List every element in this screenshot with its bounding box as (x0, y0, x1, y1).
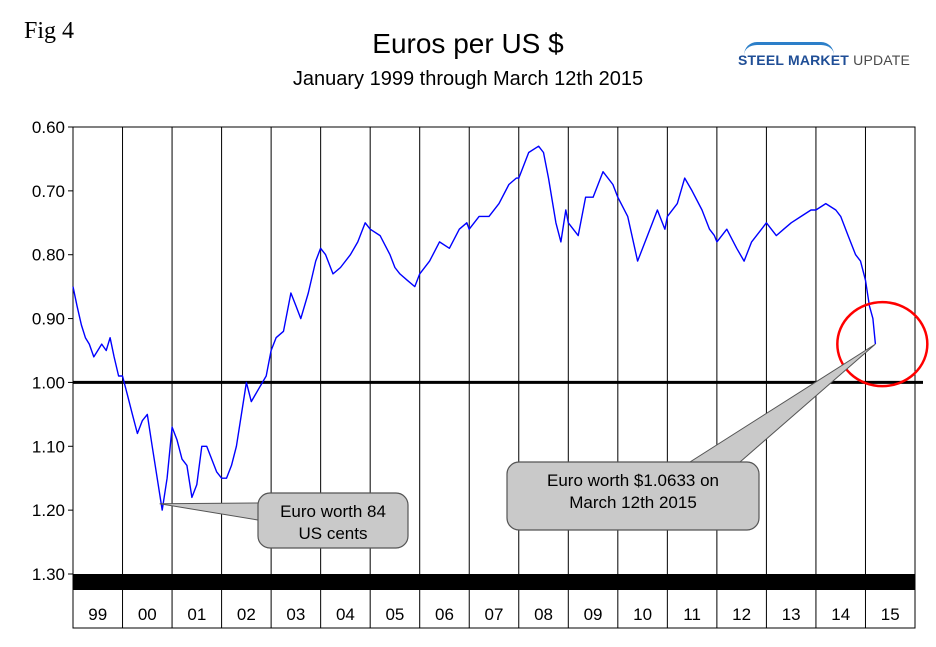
x-tick-label: 10 (633, 605, 652, 624)
x-tick-label: 06 (435, 605, 454, 624)
y-tick-label: 1.10 (32, 437, 65, 456)
callout-text: Euro worth 84 (280, 502, 386, 521)
logo-swoosh-icon (744, 42, 834, 55)
x-tick-label: 99 (88, 605, 107, 624)
bottom-band (73, 574, 915, 590)
callout-pointer (688, 343, 876, 463)
x-tick-label: 14 (831, 605, 850, 624)
callout: Euro worth $1.0633 on March 12th 2015 (506, 343, 876, 531)
x-tick-label: 03 (286, 605, 305, 624)
callout-text: Euro worth $1.0633 on (547, 471, 719, 490)
x-tick-label: 00 (138, 605, 157, 624)
y-tick-label: 0.80 (32, 246, 65, 265)
x-tick-label: 11 (683, 605, 701, 624)
plot-frame (72, 126, 916, 629)
callout: Euro worth 84 US cents (159, 492, 409, 549)
figure-label: Fig 4 (24, 18, 75, 44)
y-tick-label: 1.20 (32, 501, 65, 520)
y-tick-label: 0.70 (32, 182, 65, 201)
y-tick-label: 0.90 (32, 310, 65, 329)
x-tick-label: 12 (732, 605, 751, 624)
callout-pointer (159, 502, 259, 521)
y-tick-label: 1.00 (32, 373, 65, 392)
x-tick-label: 01 (187, 605, 206, 624)
x-tick-label: 07 (485, 605, 504, 624)
series-line (72, 145, 877, 511)
chart-subtitle: January 1999 through March 12th 2015 (292, 68, 644, 90)
callout-text: March 12th 2015 (569, 493, 697, 512)
callout-box-fill (259, 494, 407, 547)
x-tick-label: 02 (237, 605, 256, 624)
x-tick-label: 04 (336, 605, 355, 624)
callout-box-fill (508, 463, 758, 529)
chart-title: Euros per US $ (372, 28, 564, 59)
logo-text-primary: STEEL MARKET (738, 52, 850, 68)
x-tick-label: 13 (782, 605, 801, 624)
logo-text-secondary: UPDATE (853, 52, 911, 68)
highlight-circle (836, 300, 929, 388)
x-tick-label: 09 (584, 605, 603, 624)
x-tick-label: 08 (534, 605, 553, 624)
y-tick-label: 0.60 (32, 118, 65, 137)
y-tick-label: 1.30 (32, 565, 65, 584)
brand-logo: STEEL MARKET UPDATE (738, 42, 911, 68)
callout-text: US cents (299, 524, 368, 543)
x-tick-label: 15 (881, 605, 900, 624)
x-tick-label: 05 (385, 605, 404, 624)
